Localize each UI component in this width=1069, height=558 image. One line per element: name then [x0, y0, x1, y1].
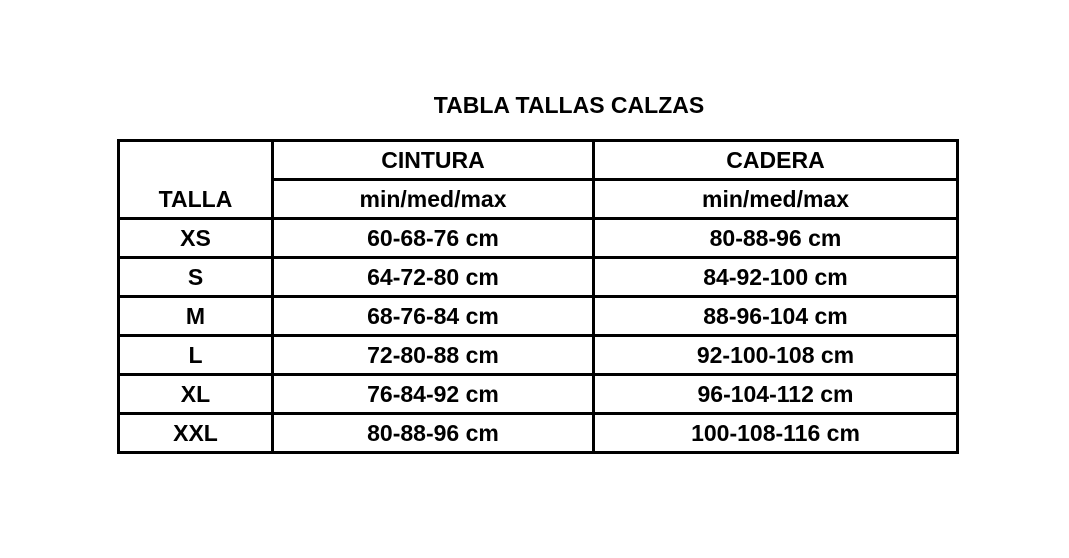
table-row: L 72-80-88 cm 92-100-108 cm	[117, 334, 959, 376]
cell-talla: XL	[117, 373, 274, 415]
cell-cadera: 96-104-112 cm	[592, 373, 959, 415]
header-talla: TALLA	[117, 139, 274, 220]
cell-talla: M	[117, 295, 274, 337]
subheader-cintura: min/med/max	[271, 178, 595, 220]
cell-cadera: 80-88-96 cm	[592, 217, 959, 259]
cell-talla: XXL	[117, 412, 274, 454]
cell-talla: XS	[117, 217, 274, 259]
size-table: TALLA CINTURA CADERA min/med/max min/med…	[117, 139, 959, 454]
cell-cintura: 60-68-76 cm	[271, 217, 595, 259]
cell-cadera: 88-96-104 cm	[592, 295, 959, 337]
table-row: M 68-76-84 cm 88-96-104 cm	[117, 295, 959, 337]
cell-talla: S	[117, 256, 274, 298]
cell-cintura: 72-80-88 cm	[271, 334, 595, 376]
table-title: TABLA TALLAS CALZAS	[433, 92, 705, 118]
cell-cintura: 80-88-96 cm	[271, 412, 595, 454]
subheader-cadera: min/med/max	[592, 178, 959, 220]
cell-cintura: 68-76-84 cm	[271, 295, 595, 337]
cell-cadera: 92-100-108 cm	[592, 334, 959, 376]
cell-cintura: 64-72-80 cm	[271, 256, 595, 298]
cell-cintura: 76-84-92 cm	[271, 373, 595, 415]
table-row: S 64-72-80 cm 84-92-100 cm	[117, 256, 959, 298]
cell-cadera: 84-92-100 cm	[592, 256, 959, 298]
subheader-row: min/med/max min/med/max	[119, 178, 959, 220]
table-row: XS 60-68-76 cm 80-88-96 cm	[117, 217, 959, 259]
header-row: TALLA CINTURA CADERA	[117, 139, 959, 220]
cell-talla: L	[117, 334, 274, 376]
table-row: XXL 80-88-96 cm 100-108-116 cm	[117, 412, 959, 454]
table-row: XL 76-84-92 cm 96-104-112 cm	[117, 373, 959, 415]
cell-cadera: 100-108-116 cm	[592, 412, 959, 454]
header-cintura: CINTURA	[271, 139, 595, 181]
header-cadera: CADERA	[592, 139, 959, 181]
